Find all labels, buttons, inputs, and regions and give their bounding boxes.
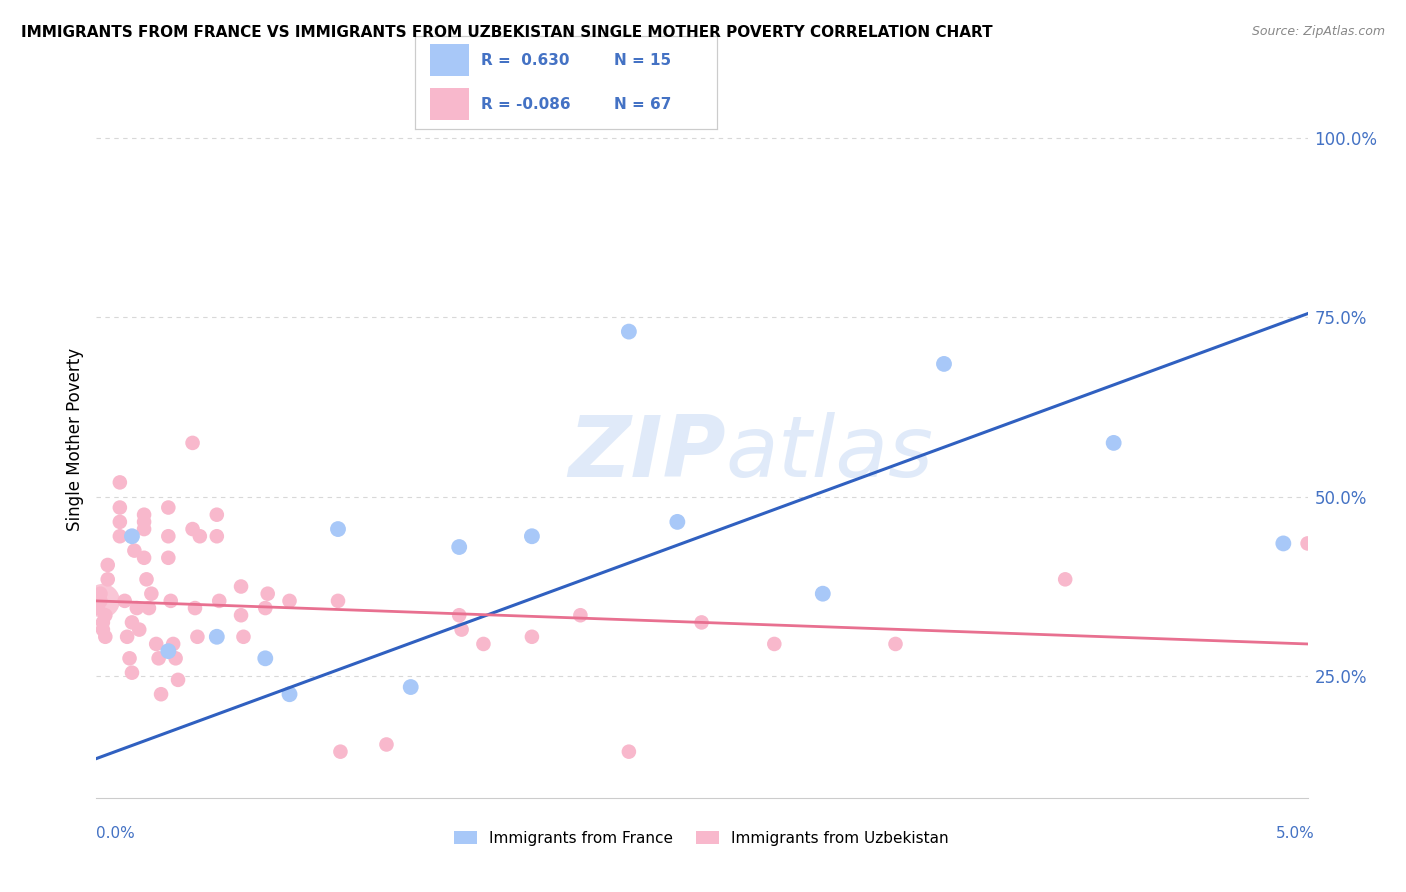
Point <box>256 587 278 601</box>
Point <box>135 572 157 586</box>
Point <box>138 601 160 615</box>
Point <box>254 601 277 615</box>
Point <box>159 594 181 608</box>
Text: 0.0%: 0.0% <box>96 827 135 841</box>
Point <box>229 608 252 623</box>
Point <box>94 630 117 644</box>
Point <box>811 587 834 601</box>
Point <box>884 637 907 651</box>
Point <box>1272 536 1295 550</box>
Point <box>89 587 111 601</box>
Point <box>278 687 301 701</box>
Point <box>617 325 640 339</box>
Point <box>181 522 204 536</box>
Point <box>205 508 228 522</box>
Point <box>108 475 131 490</box>
Text: R = -0.086: R = -0.086 <box>481 96 571 112</box>
Point <box>162 637 184 651</box>
Text: N = 67: N = 67 <box>614 96 672 112</box>
Point <box>118 651 141 665</box>
Point <box>449 540 471 554</box>
Point <box>157 644 180 658</box>
Point <box>91 615 114 630</box>
Point <box>617 745 640 759</box>
Point <box>89 594 111 608</box>
Point <box>188 529 211 543</box>
Point <box>181 436 204 450</box>
Point <box>124 543 146 558</box>
Point <box>450 623 472 637</box>
Point <box>94 608 117 623</box>
Point <box>1296 536 1319 550</box>
Point <box>145 637 167 651</box>
Point <box>91 594 114 608</box>
Point <box>108 529 131 543</box>
Text: N = 15: N = 15 <box>614 54 672 69</box>
Point <box>520 630 543 644</box>
Point <box>121 615 143 630</box>
Point <box>329 745 352 759</box>
Point <box>932 357 955 371</box>
Point <box>278 594 301 608</box>
Text: Source: ZipAtlas.com: Source: ZipAtlas.com <box>1251 25 1385 38</box>
Point <box>326 522 349 536</box>
Text: R =  0.630: R = 0.630 <box>481 54 569 69</box>
Point <box>1054 572 1077 586</box>
Point <box>108 515 131 529</box>
Point <box>165 651 187 665</box>
Point <box>148 651 170 665</box>
Point <box>666 515 689 529</box>
Point <box>399 680 422 694</box>
Point <box>157 550 180 565</box>
Point <box>375 738 398 752</box>
Point <box>205 630 228 644</box>
Point <box>208 594 231 608</box>
Point <box>326 594 349 608</box>
Text: 5.0%: 5.0% <box>1275 827 1315 841</box>
Point <box>97 572 120 586</box>
Point <box>87 601 110 615</box>
Point <box>205 529 228 543</box>
Point <box>132 522 155 536</box>
Point <box>115 630 138 644</box>
Point <box>141 587 163 601</box>
Point <box>91 623 114 637</box>
Point <box>132 508 155 522</box>
Point <box>763 637 786 651</box>
Point <box>232 630 254 644</box>
Point <box>132 515 155 529</box>
Point <box>121 665 143 680</box>
Point <box>811 587 834 601</box>
FancyBboxPatch shape <box>430 88 470 120</box>
Point <box>114 594 136 608</box>
Point <box>128 623 150 637</box>
Point <box>569 608 592 623</box>
Legend: Immigrants from France, Immigrants from Uzbekistan: Immigrants from France, Immigrants from … <box>449 824 955 852</box>
Point <box>184 601 207 615</box>
Point <box>186 630 208 644</box>
Point <box>150 687 173 701</box>
Point <box>449 608 471 623</box>
Point <box>1102 436 1125 450</box>
Text: ZIP: ZIP <box>568 412 725 495</box>
Point <box>157 500 180 515</box>
Point <box>472 637 495 651</box>
Point <box>520 529 543 543</box>
Text: atlas: atlas <box>725 412 934 495</box>
Point <box>132 550 155 565</box>
Point <box>690 615 713 630</box>
Text: IMMIGRANTS FROM FRANCE VS IMMIGRANTS FROM UZBEKISTAN SINGLE MOTHER POVERTY CORRE: IMMIGRANTS FROM FRANCE VS IMMIGRANTS FRO… <box>21 25 993 40</box>
Point <box>125 601 148 615</box>
Point <box>157 529 180 543</box>
Point <box>229 580 252 594</box>
Point <box>167 673 190 687</box>
Point <box>97 558 120 572</box>
Point <box>121 529 143 543</box>
Y-axis label: Single Mother Poverty: Single Mother Poverty <box>66 348 84 531</box>
Point <box>254 651 277 665</box>
Point <box>108 500 131 515</box>
FancyBboxPatch shape <box>430 44 470 76</box>
